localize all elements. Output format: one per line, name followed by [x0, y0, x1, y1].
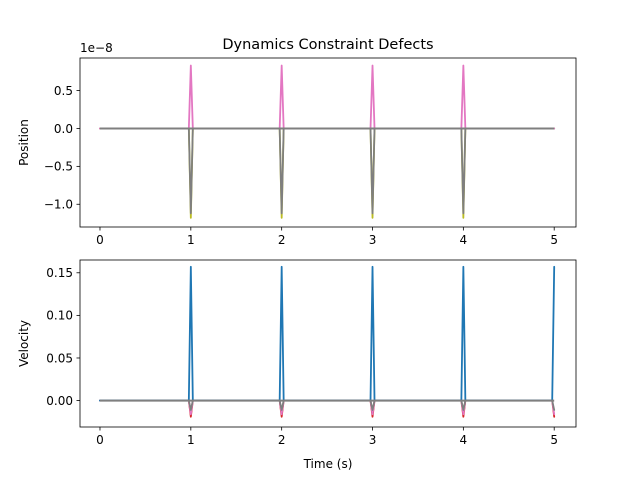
position-axes-ticks: 0 1 2 3 4 5 0.5 0.0 −0.5 −1.0: [44, 84, 558, 247]
position-y-tick-label: 0.5: [54, 84, 73, 98]
position-x-tick-label: 1: [187, 233, 195, 247]
velocity-x-tick-label: 1: [187, 433, 195, 447]
position-y-axis-label: Position: [17, 119, 31, 166]
velocity-x-tick-label: 3: [369, 433, 377, 447]
position-y-tick-label: −0.5: [44, 160, 73, 174]
velocity-x-tick-label: 2: [278, 433, 286, 447]
position-offset-text: 1e−8: [80, 41, 113, 55]
position-x-tick-label: 3: [369, 233, 377, 247]
velocity-axes: 0 1 2 3 4 5 0.15 0.10 0.05 0.00 Velocity Time (s): [17, 259, 577, 471]
figure-title: Dynamics Constraint Defects: [222, 37, 433, 53]
position-y-tick-label: 0.0: [54, 122, 73, 136]
velocity-plot-lines: [99, 265, 556, 418]
velocity-y-axis-label: Velocity: [17, 320, 31, 367]
position-x-tick-label: 5: [550, 233, 558, 247]
velocity-y-tick-label: 0.10: [46, 309, 73, 323]
position-plot-lines: [99, 64, 556, 219]
position-x-tick-label: 4: [460, 233, 468, 247]
position-x-tick-label: 0: [96, 233, 104, 247]
position-axes: 0 1 2 3 4 5 0.5 0.0 −0.5 −1.0 1e−8 Position: [17, 41, 577, 247]
velocity-y-tick-label: 0.00: [46, 394, 73, 408]
velocity-y-tick-label: 0.05: [46, 351, 73, 365]
velocity-axes-ticks: 0 1 2 3 4 5 0.15 0.10 0.05 0.00: [46, 266, 558, 447]
position-x-tick-label: 2: [278, 233, 286, 247]
velocity-x-tick-label: 5: [550, 433, 558, 447]
velocity-x-tick-label: 4: [460, 433, 468, 447]
velocity-axes-frame: [79, 259, 577, 428]
velocity-y-tick-label: 0.15: [46, 266, 73, 280]
position-axes-frame: [79, 57, 577, 228]
velocity-x-tick-label: 0: [96, 433, 104, 447]
time-x-axis-label: Time (s): [303, 457, 353, 471]
position-y-tick-label: −1.0: [44, 198, 73, 212]
